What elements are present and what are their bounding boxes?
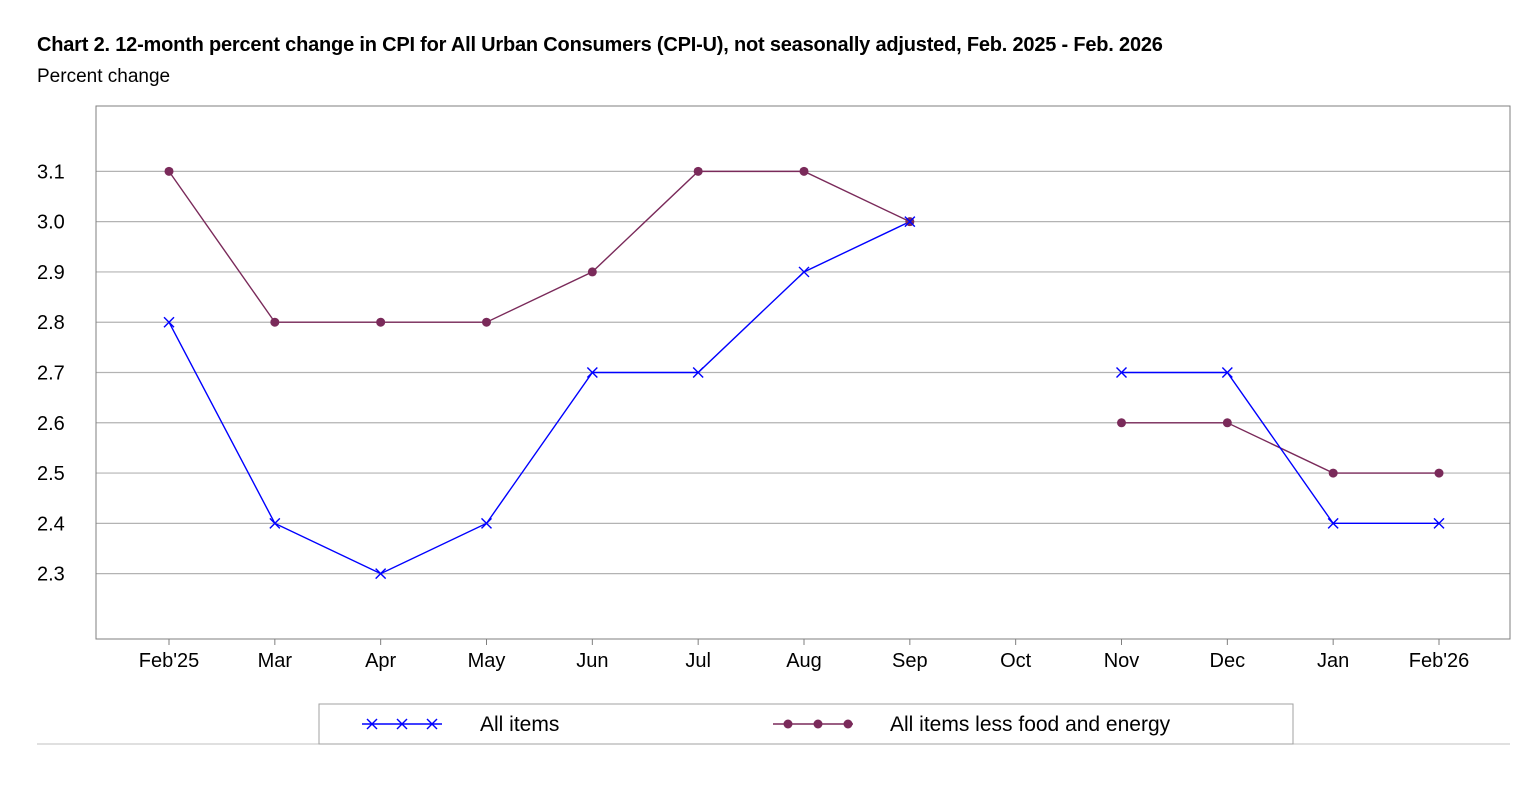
y-tick-label: 2.6 [37, 413, 65, 435]
x-tick-label: Dec [1210, 650, 1246, 672]
data-point [270, 317, 280, 327]
gridlines [96, 170, 1510, 575]
y-axis-label: Percent change [37, 66, 171, 87]
legend: All items All items less food and energy [318, 703, 1294, 745]
plot-area-frame [95, 105, 1511, 640]
data-point [481, 517, 492, 529]
legend-swatch-all-items [362, 718, 442, 730]
x-axis-ticks: Feb'25 Mar Apr May Jun Jul Aug Sep Oct Nov Dec Jan F… [139, 639, 1470, 672]
legend-marker [783, 719, 793, 729]
data-point [1433, 517, 1445, 529]
x-tick-label: May [468, 650, 506, 672]
y-tick-label: 2.5 [37, 463, 65, 485]
legend-marker [813, 719, 823, 729]
data-point [164, 166, 174, 176]
data-point [1116, 367, 1127, 378]
x-tick-label: Jun [576, 650, 608, 672]
legend-marker [366, 718, 378, 730]
data-point [587, 267, 597, 277]
series-layer [163, 166, 1445, 580]
y-tick-label: 3.1 [37, 161, 65, 183]
y-tick-label: 2.7 [37, 363, 65, 385]
data-point [376, 317, 386, 327]
y-tick-label: 3.0 [37, 212, 65, 234]
x-tick-label: Apr [365, 650, 396, 672]
y-tick-label: 2.4 [37, 513, 65, 535]
x-tick-label: Mar [258, 650, 293, 672]
data-point [163, 316, 175, 328]
data-point [799, 166, 809, 176]
x-tick-label: Nov [1104, 650, 1140, 672]
data-point [1221, 367, 1233, 378]
data-point [586, 367, 598, 378]
data-point [1328, 468, 1338, 478]
series-line [168, 170, 911, 323]
data-point [269, 517, 281, 529]
data-point [1434, 468, 1444, 478]
x-tick-label: Sep [892, 650, 928, 672]
data-point [375, 568, 387, 580]
markers-all-items [163, 216, 1445, 580]
y-axis-ticks: 3.1 3.0 2.9 2.8 2.7 2.6 2.5 2.4 2.3 [37, 161, 65, 585]
data-point [1327, 517, 1339, 529]
series-all-items [168, 221, 1439, 575]
data-point [1117, 418, 1126, 428]
legend-label-core: All items less food and energy [890, 713, 1171, 736]
legend-swatch-core [773, 719, 853, 729]
data-point [482, 317, 491, 327]
data-point [1222, 418, 1232, 428]
markers-core [164, 166, 1444, 478]
data-point [693, 166, 703, 176]
data-point [904, 216, 916, 228]
x-tick-label: Feb'25 [139, 650, 200, 672]
chart-title: Chart 2. 12-month percent change in CPI … [37, 34, 1163, 56]
y-tick-label: 2.3 [37, 564, 65, 586]
series-line [1121, 371, 1439, 525]
legend-marker [426, 718, 438, 730]
y-tick-label: 2.9 [37, 262, 65, 284]
x-tick-label: Jul [685, 650, 711, 672]
series-line [168, 221, 911, 575]
x-tick-label: Aug [786, 650, 822, 672]
data-point [692, 367, 704, 378]
legend-marker [843, 719, 853, 729]
data-point [798, 266, 810, 278]
x-tick-label: Oct [1000, 650, 1032, 672]
y-tick-label: 2.8 [37, 312, 65, 334]
legend-marker [396, 718, 408, 730]
x-tick-label: Jan [1317, 650, 1349, 672]
legend-label-all-items: All items [480, 713, 559, 736]
x-tick-label: Feb'26 [1409, 650, 1470, 672]
